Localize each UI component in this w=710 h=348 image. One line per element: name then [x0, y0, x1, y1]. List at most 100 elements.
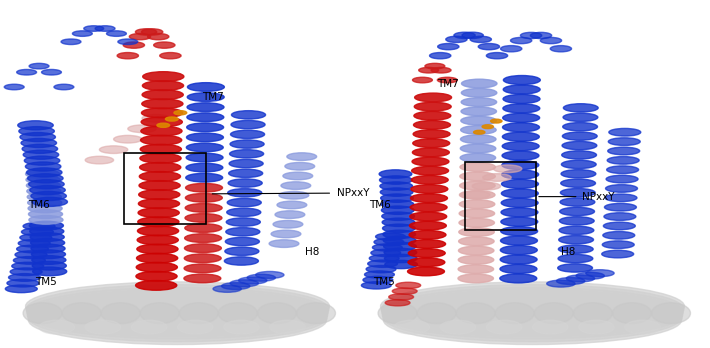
Ellipse shape	[186, 153, 223, 162]
Ellipse shape	[28, 174, 63, 183]
Bar	[124, 153, 206, 224]
Ellipse shape	[106, 31, 126, 36]
Ellipse shape	[29, 63, 49, 69]
Ellipse shape	[31, 191, 66, 200]
Ellipse shape	[186, 143, 223, 152]
Ellipse shape	[383, 236, 416, 245]
Text: TM5: TM5	[36, 277, 58, 287]
Ellipse shape	[27, 192, 61, 201]
Ellipse shape	[185, 244, 222, 253]
Ellipse shape	[30, 233, 64, 242]
Ellipse shape	[389, 294, 414, 300]
Ellipse shape	[408, 249, 445, 258]
Ellipse shape	[23, 222, 55, 230]
Ellipse shape	[174, 111, 187, 115]
Ellipse shape	[373, 244, 403, 251]
Ellipse shape	[503, 123, 540, 132]
Ellipse shape	[31, 244, 65, 253]
Ellipse shape	[410, 203, 447, 212]
Ellipse shape	[141, 29, 163, 35]
Ellipse shape	[219, 303, 258, 324]
Ellipse shape	[138, 217, 179, 227]
Ellipse shape	[501, 217, 537, 226]
Ellipse shape	[361, 282, 391, 289]
Ellipse shape	[28, 204, 62, 213]
Ellipse shape	[564, 104, 599, 112]
Ellipse shape	[557, 278, 585, 285]
Ellipse shape	[138, 226, 179, 236]
Ellipse shape	[520, 32, 542, 39]
Ellipse shape	[501, 46, 522, 52]
Ellipse shape	[270, 320, 305, 334]
Ellipse shape	[128, 125, 156, 133]
Ellipse shape	[4, 84, 24, 90]
Ellipse shape	[142, 99, 183, 109]
Ellipse shape	[459, 209, 495, 218]
Ellipse shape	[143, 81, 184, 90]
Ellipse shape	[558, 245, 593, 253]
Ellipse shape	[446, 36, 467, 42]
Ellipse shape	[72, 31, 92, 36]
Ellipse shape	[17, 70, 37, 75]
Ellipse shape	[607, 157, 639, 164]
Ellipse shape	[462, 32, 484, 39]
Ellipse shape	[602, 250, 634, 258]
Ellipse shape	[124, 42, 145, 48]
Ellipse shape	[530, 32, 552, 39]
Ellipse shape	[501, 208, 538, 217]
Ellipse shape	[247, 274, 275, 281]
Ellipse shape	[31, 250, 65, 259]
Ellipse shape	[462, 98, 497, 106]
Ellipse shape	[140, 153, 181, 163]
Ellipse shape	[411, 175, 448, 184]
Ellipse shape	[26, 282, 329, 331]
Ellipse shape	[23, 303, 62, 324]
Ellipse shape	[138, 190, 180, 199]
Ellipse shape	[381, 282, 684, 331]
Ellipse shape	[269, 240, 299, 247]
Ellipse shape	[382, 212, 415, 220]
Ellipse shape	[559, 207, 594, 216]
Text: TM6: TM6	[28, 200, 50, 210]
Ellipse shape	[503, 113, 540, 122]
Ellipse shape	[604, 203, 636, 211]
Ellipse shape	[408, 258, 445, 267]
Ellipse shape	[460, 172, 496, 181]
Ellipse shape	[411, 185, 448, 193]
Ellipse shape	[604, 222, 635, 230]
Ellipse shape	[563, 122, 598, 131]
Ellipse shape	[185, 254, 222, 263]
Ellipse shape	[502, 151, 539, 160]
Ellipse shape	[10, 268, 42, 276]
Ellipse shape	[9, 274, 40, 281]
Ellipse shape	[479, 44, 500, 50]
Ellipse shape	[393, 288, 417, 294]
Ellipse shape	[117, 53, 138, 59]
Ellipse shape	[366, 266, 396, 273]
Ellipse shape	[26, 162, 61, 171]
Ellipse shape	[141, 303, 179, 324]
Ellipse shape	[28, 210, 62, 219]
Ellipse shape	[187, 113, 224, 121]
Ellipse shape	[16, 245, 48, 253]
Ellipse shape	[460, 163, 496, 171]
Ellipse shape	[385, 260, 417, 269]
Ellipse shape	[31, 238, 65, 247]
Ellipse shape	[458, 265, 493, 274]
Ellipse shape	[396, 282, 421, 288]
Ellipse shape	[501, 198, 538, 207]
Ellipse shape	[503, 132, 540, 141]
Ellipse shape	[157, 123, 170, 127]
Ellipse shape	[608, 138, 640, 145]
Ellipse shape	[141, 144, 182, 154]
Ellipse shape	[602, 241, 634, 248]
Ellipse shape	[540, 37, 562, 44]
Text: TM6: TM6	[369, 200, 391, 210]
Ellipse shape	[27, 187, 61, 196]
Ellipse shape	[143, 72, 184, 81]
Ellipse shape	[574, 303, 612, 324]
Ellipse shape	[185, 183, 222, 192]
Ellipse shape	[281, 182, 311, 189]
Ellipse shape	[364, 271, 394, 278]
Ellipse shape	[95, 26, 115, 31]
